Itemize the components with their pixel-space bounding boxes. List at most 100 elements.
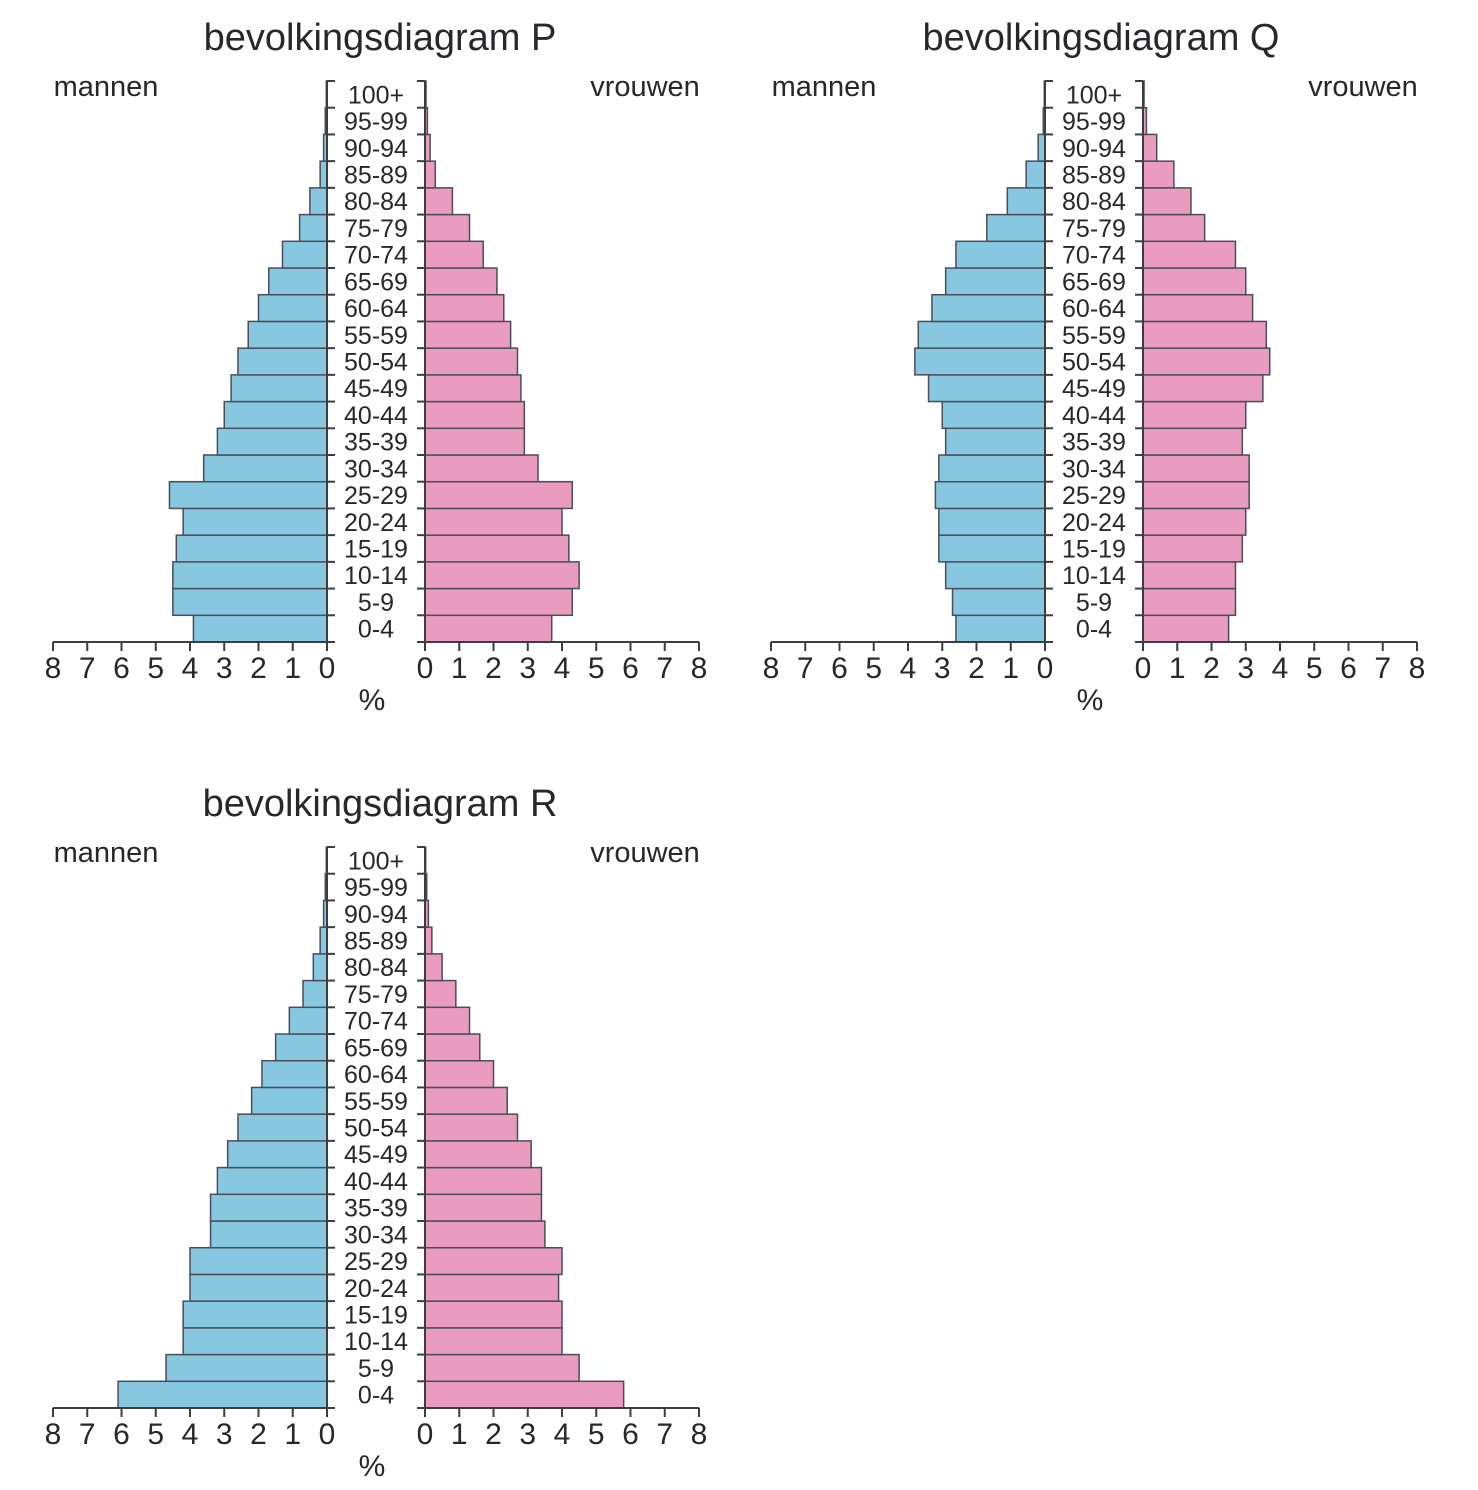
- axis-tick-label: 8: [45, 1418, 62, 1451]
- axis-tick-label: 3: [519, 652, 536, 685]
- bar-mannen-10-14: [182, 1327, 328, 1356]
- age-group-label: 35-39: [344, 1195, 408, 1223]
- axis-tick-label: 2: [968, 652, 985, 685]
- age-group-label: 20-24: [344, 1275, 408, 1303]
- bar-mannen-40-44: [223, 400, 328, 430]
- bar-mannen-50-54: [237, 1113, 328, 1142]
- age-group-label: 60-64: [1062, 295, 1126, 323]
- bar-mannen-5-9: [172, 587, 328, 617]
- axis-tick-label: 6: [622, 652, 639, 685]
- axis-tick-label: 4: [182, 1418, 199, 1451]
- bar-mannen-65-69: [268, 267, 328, 296]
- bar-vrouwen-5-9: [1142, 587, 1237, 617]
- axis-tick-label: 8: [45, 652, 62, 685]
- bar-vrouwen-60-64: [424, 1059, 495, 1089]
- age-group-label: 75-79: [1062, 215, 1126, 243]
- axis-tick-label: 0: [1037, 652, 1054, 685]
- axis-tick-label: 6: [622, 1418, 639, 1451]
- bar-vrouwen-40-44: [1142, 400, 1247, 430]
- bar-mannen-35-39: [209, 1193, 328, 1222]
- bar-vrouwen-50-54: [424, 347, 519, 376]
- bar-mannen-0-4: [117, 1380, 328, 1409]
- bar-vrouwen-85-89: [424, 160, 437, 189]
- axis-tick-label: 5: [588, 1418, 605, 1451]
- axis-tick-label: 4: [1272, 652, 1289, 685]
- age-group-label: 20-24: [344, 509, 408, 537]
- age-group-label: 50-54: [1062, 349, 1126, 377]
- age-group-label: 55-59: [344, 322, 408, 350]
- bar-vrouwen-60-64: [424, 293, 505, 323]
- bar-vrouwen-85-89: [424, 926, 433, 955]
- bar-vrouwen-80-84: [1142, 187, 1192, 216]
- axis-tick-label: 7: [656, 1418, 673, 1451]
- bar-mannen-75-79: [298, 213, 328, 243]
- age-group-label: 15-19: [1062, 536, 1126, 564]
- bar-vrouwen-60-64: [1142, 293, 1254, 323]
- bar-vrouwen-40-44: [424, 400, 526, 430]
- age-group-label: 40-44: [344, 402, 408, 430]
- bar-vrouwen-15-19: [424, 534, 570, 563]
- axis-tick-label: 2: [1203, 652, 1220, 685]
- axis-tick-label: 3: [519, 1418, 536, 1451]
- bar-mannen-85-89: [1025, 160, 1046, 189]
- age-group-label: 10-14: [344, 562, 408, 590]
- age-group-label: 30-34: [344, 1221, 408, 1249]
- age-group-label: 60-64: [344, 295, 408, 323]
- axis-tick-label: 0: [417, 1418, 434, 1451]
- bar-vrouwen-70-74: [1142, 240, 1237, 269]
- bar-mannen-30-34: [202, 454, 328, 483]
- bar-vrouwen-25-29: [424, 1246, 563, 1276]
- axis-tick-label: 6: [831, 652, 848, 685]
- bar-vrouwen-0-4: [424, 1380, 625, 1409]
- age-group-label: 70-74: [1062, 242, 1126, 270]
- axis-tick-label: 8: [1409, 652, 1426, 685]
- bar-vrouwen-80-84: [424, 187, 454, 216]
- age-group-label: 55-59: [344, 1088, 408, 1116]
- bar-vrouwen-20-24: [1142, 507, 1247, 536]
- axis-tick-label: 4: [900, 652, 917, 685]
- age-group-label: 65-69: [344, 268, 408, 296]
- bar-mannen-40-44: [216, 1166, 328, 1196]
- bar-mannen-20-24: [189, 1273, 328, 1302]
- bar-vrouwen-25-29: [424, 480, 574, 510]
- axis-tick-label: 5: [147, 1418, 164, 1451]
- female-side-label: vrouwen: [590, 71, 700, 103]
- age-group-label: 95-99: [344, 874, 408, 902]
- age-group-label: 30-34: [344, 455, 408, 483]
- bar-vrouwen-50-54: [424, 1113, 519, 1142]
- age-group-label: 75-79: [344, 215, 408, 243]
- bar-mannen-80-84: [1006, 187, 1046, 216]
- axis-tick-label: 5: [588, 652, 605, 685]
- age-group-label: 35-39: [344, 429, 408, 457]
- axis-tick-label: 6: [1340, 652, 1357, 685]
- chart-title: bevolkingsdiagram R: [203, 783, 558, 825]
- age-group-label: 25-29: [344, 482, 408, 510]
- age-group-label: 45-49: [344, 1141, 408, 1169]
- age-group-label: 50-54: [344, 1115, 408, 1143]
- male-side-label: mannen: [54, 837, 159, 869]
- percent-axis-label: %: [359, 1450, 386, 1483]
- axis-tick-label: 7: [656, 652, 673, 685]
- bar-vrouwen-85-89: [1142, 160, 1175, 189]
- bar-vrouwen-10-14: [424, 561, 580, 590]
- bar-vrouwen-65-69: [424, 267, 498, 296]
- bar-vrouwen-55-59: [424, 1086, 508, 1115]
- age-group-label: 30-34: [1062, 455, 1126, 483]
- axis-tick-label: 1: [1002, 652, 1019, 685]
- age-group-label: 0-4: [358, 1382, 394, 1410]
- bar-mannen-70-74: [281, 240, 328, 269]
- age-group-label: 85-89: [1062, 162, 1126, 190]
- axis-tick-label: 6: [113, 652, 130, 685]
- bar-vrouwen-30-34: [1142, 454, 1250, 483]
- bar-vrouwen-70-74: [424, 1006, 471, 1035]
- age-group-label: 80-84: [344, 188, 408, 216]
- age-group-label: 70-74: [344, 242, 408, 270]
- age-group-label: 85-89: [344, 928, 408, 956]
- axis-tick-label: 2: [250, 1418, 267, 1451]
